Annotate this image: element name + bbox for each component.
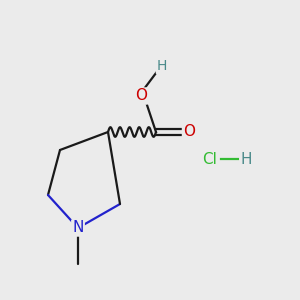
Text: O: O: [135, 88, 147, 104]
Text: H: H: [240, 152, 252, 166]
Text: N: N: [72, 220, 84, 236]
Text: Cl: Cl: [202, 152, 217, 166]
Text: O: O: [183, 124, 195, 140]
Text: H: H: [157, 59, 167, 73]
